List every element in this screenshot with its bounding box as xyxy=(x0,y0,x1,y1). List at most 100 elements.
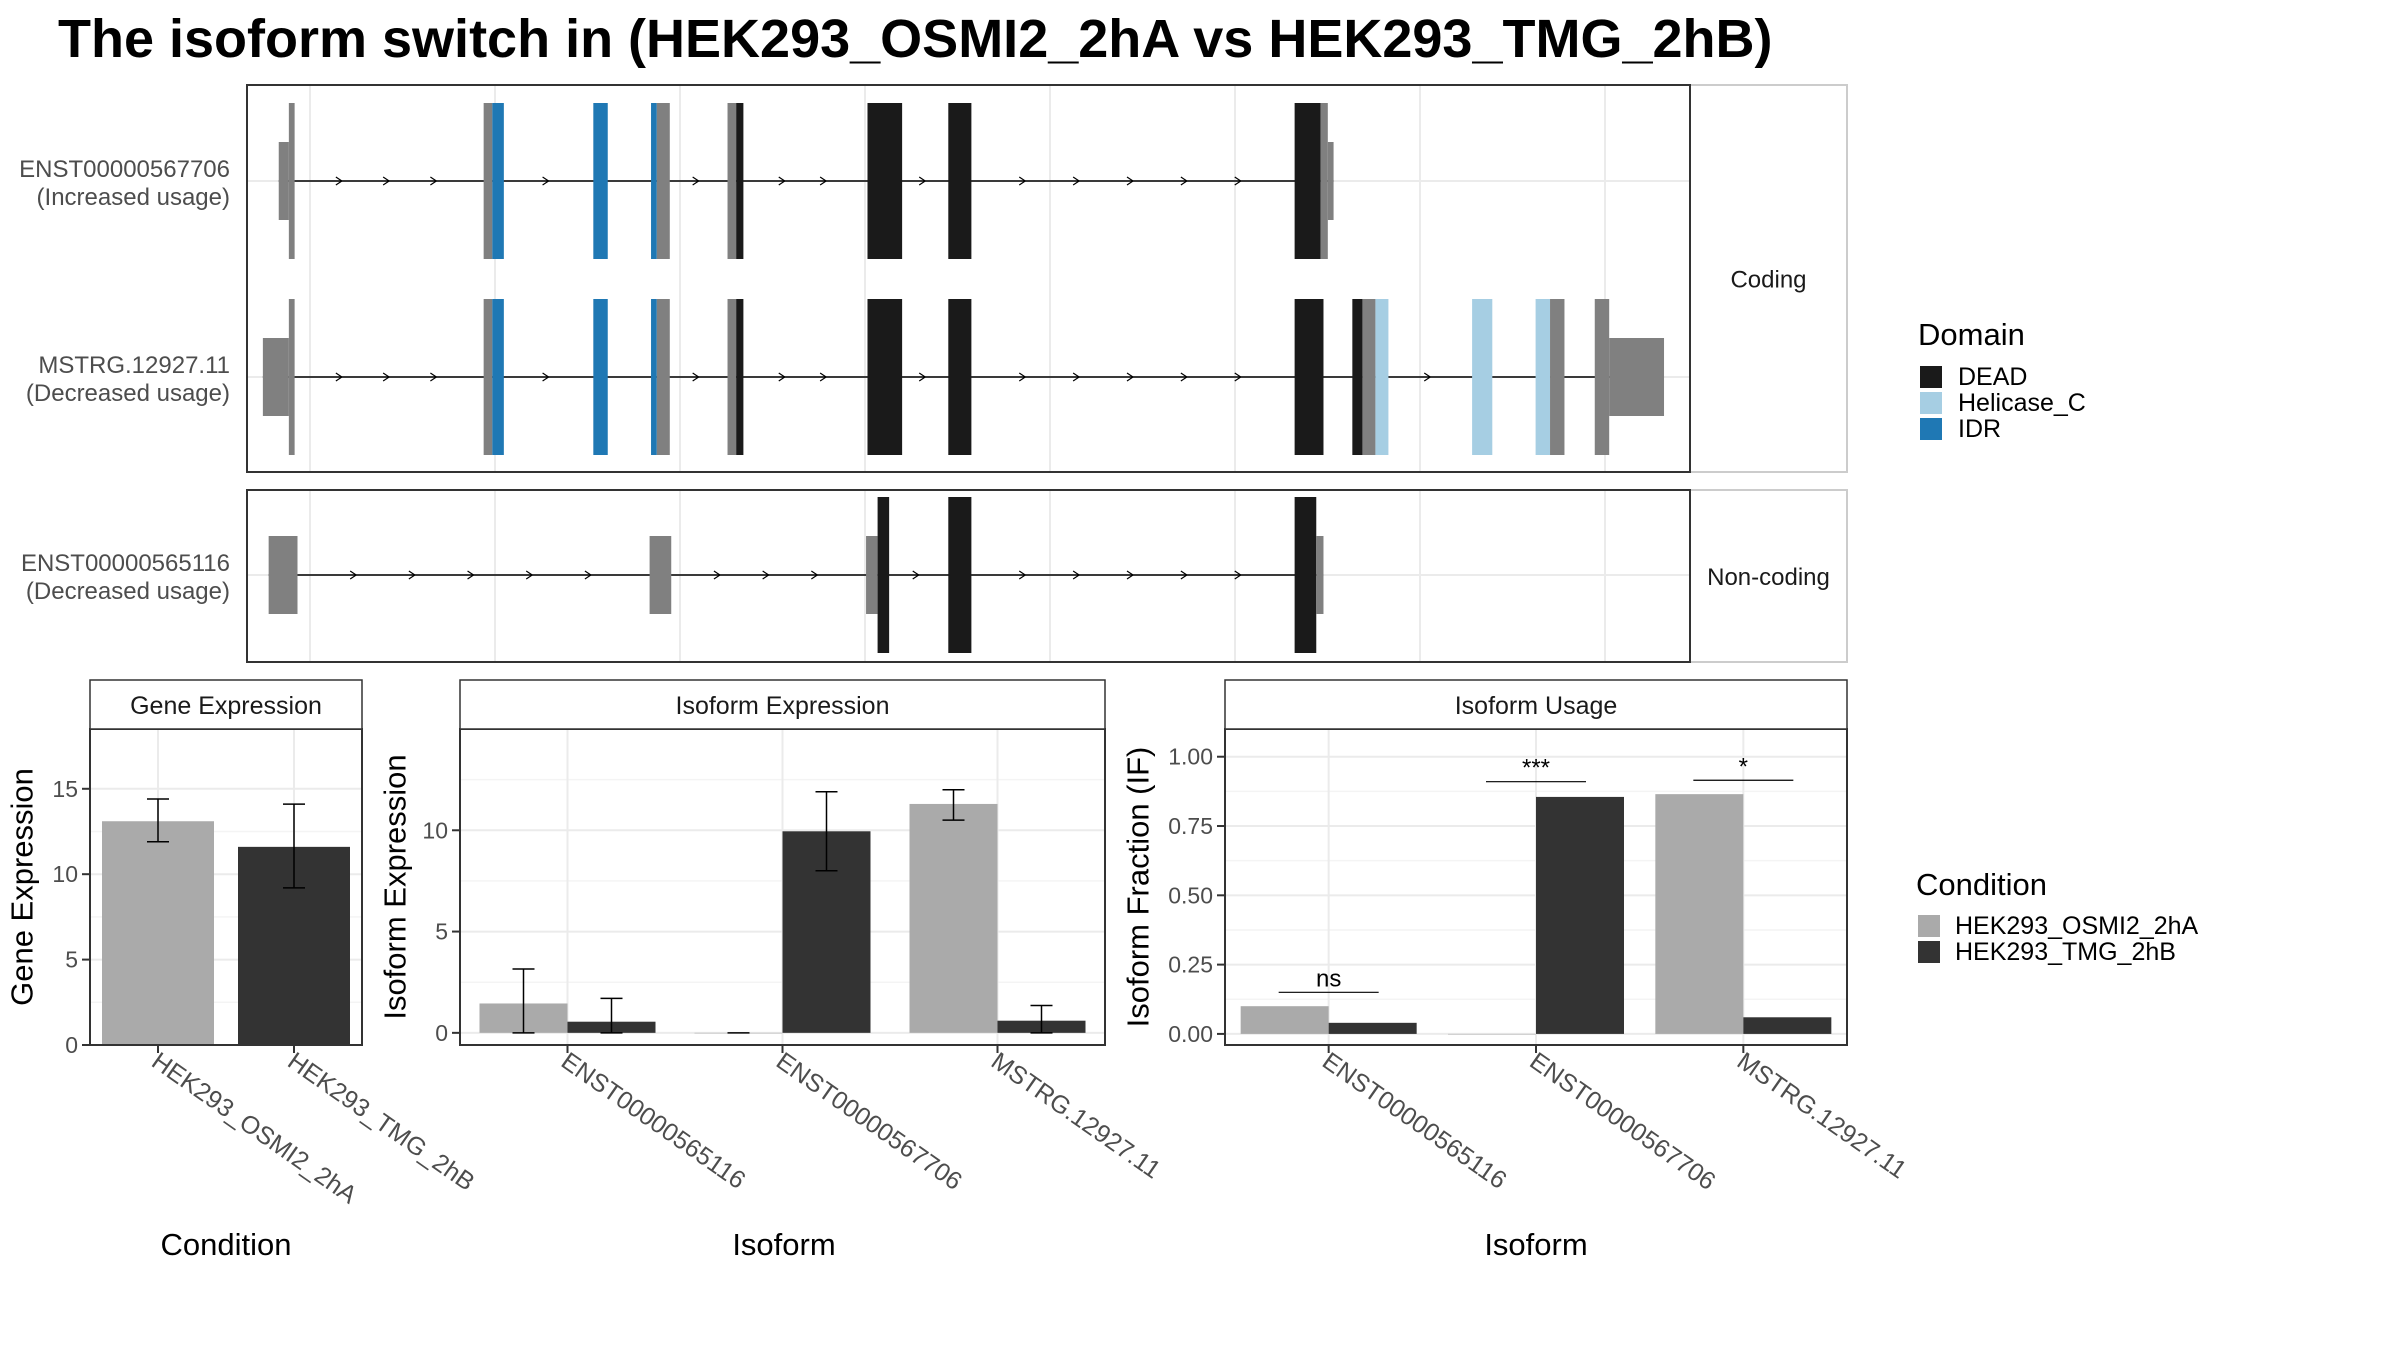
panel-border xyxy=(246,84,1691,473)
y-tick-label: 10 xyxy=(52,861,78,887)
y-tick-label: 0.50 xyxy=(1168,882,1213,908)
y-tick-label: 0.25 xyxy=(1168,952,1213,978)
exon-dead xyxy=(736,299,744,455)
strip-label: Non-coding xyxy=(1707,564,1830,591)
bar xyxy=(1655,794,1744,1034)
strip-label: Coding xyxy=(1730,267,1806,294)
isoform-usage-label: (Decreased usage) xyxy=(26,578,230,605)
legend-label: Helicase_C xyxy=(1958,389,2086,417)
chart-title: The isoform switch in (HEK293_OSMI2_2hA … xyxy=(58,9,1773,69)
intron-arrow xyxy=(542,176,550,186)
exon-cds xyxy=(1320,103,1328,259)
legend-label: IDR xyxy=(1958,415,2001,443)
y-axis-title: Isoform Fraction (IF) xyxy=(1121,747,1156,1028)
intron-arrow xyxy=(408,570,416,580)
exon-dead xyxy=(1294,497,1317,653)
x-axis-title: Condition xyxy=(161,1227,292,1262)
intron-arrow xyxy=(382,176,391,186)
exon-dead xyxy=(948,103,972,259)
exon-helicase_c xyxy=(1375,299,1389,455)
isoform-track xyxy=(278,103,1334,259)
isoform-label: MSTRG.12927.11 xyxy=(38,352,230,379)
intron-arrow xyxy=(1234,570,1242,580)
exon-dead xyxy=(948,497,972,653)
exon-dead xyxy=(948,299,972,455)
panel-strip xyxy=(1689,489,1848,663)
intron-arrow xyxy=(1072,570,1081,580)
intron-arrow xyxy=(335,372,343,382)
exon-dead xyxy=(1294,103,1321,259)
bar xyxy=(1328,1022,1417,1034)
intron-arrow xyxy=(1072,176,1081,186)
intron-arrow xyxy=(819,372,828,382)
y-tick-label: 0.00 xyxy=(1168,1021,1213,1047)
exon-cds xyxy=(656,299,670,455)
intron-arrow xyxy=(382,372,391,382)
exon-utr xyxy=(262,338,289,416)
x-axis-title: Isoform xyxy=(1484,1227,1587,1262)
bar xyxy=(1240,1006,1329,1034)
legend-title: Domain xyxy=(1918,317,2025,352)
intron-arrow xyxy=(918,176,927,186)
intron-arrow xyxy=(692,176,700,186)
strip-label: Gene Expression xyxy=(130,692,322,720)
exon-helicase_c xyxy=(1535,299,1551,455)
exon-idr xyxy=(651,299,657,455)
intron-arrow xyxy=(467,570,475,580)
y-tick-label: 10 xyxy=(422,817,448,843)
y-tick-label: 0.75 xyxy=(1168,813,1213,839)
exon-cds xyxy=(1594,299,1610,455)
intron-arrow xyxy=(1180,176,1188,186)
intron-arrow xyxy=(430,372,438,382)
exon-idr xyxy=(651,103,657,259)
exon-helicase_c xyxy=(1472,299,1493,455)
exon-cds xyxy=(1362,299,1376,455)
exon-idr xyxy=(492,103,504,259)
exon-utr xyxy=(866,536,878,614)
intron-arrow xyxy=(918,372,927,382)
bar xyxy=(1536,796,1624,1034)
intron-arrow xyxy=(778,372,786,382)
intron-arrow xyxy=(713,570,722,580)
exon-cds xyxy=(727,103,737,259)
significance-label: * xyxy=(1739,753,1748,780)
intron-arrow xyxy=(778,176,786,186)
intron-arrow xyxy=(1018,372,1027,382)
intron-arrow xyxy=(811,570,819,580)
bar xyxy=(102,821,214,1045)
legend-key xyxy=(1920,392,1942,414)
exon-cds xyxy=(288,299,295,455)
x-tick-label: ENST00000567706 xyxy=(1525,1047,1721,1196)
intron-arrow xyxy=(1018,570,1027,580)
exon-cds xyxy=(1550,299,1565,455)
exon-dead xyxy=(867,103,903,259)
legend-key xyxy=(1920,366,1942,388)
intron-arrow xyxy=(762,570,770,580)
legend-label: HEK293_OSMI2_2hA xyxy=(1955,912,2199,940)
exon-utr xyxy=(268,536,298,614)
legend-key xyxy=(1918,915,1940,937)
intron-arrow xyxy=(692,372,700,382)
x-tick-label: ENST00000567706 xyxy=(771,1047,967,1196)
y-axis-title: Isoform Expression xyxy=(378,754,413,1019)
isoform-label: ENST00000567706 xyxy=(19,156,230,183)
intron-arrow xyxy=(1072,372,1081,382)
x-tick-label: MSTRG.12927.11 xyxy=(1732,1047,1912,1184)
exon-idr xyxy=(492,299,504,455)
x-tick-label: ENST00000565116 xyxy=(556,1047,750,1195)
legend-key xyxy=(1920,418,1942,440)
structure-panel-non-coding: Non-coding ENST00000565116(Decreased usag… xyxy=(21,489,1848,663)
intron-arrow xyxy=(1234,176,1242,186)
exon-cds xyxy=(288,103,295,259)
exon-cds xyxy=(656,103,670,259)
exon-idr xyxy=(593,299,608,455)
intron-arrow xyxy=(1126,372,1135,382)
bar-panel-isoform-expression: Isoform Expression 0 5 10 ENST00000565116 ENS… xyxy=(378,679,1166,1262)
intron-arrow xyxy=(430,176,438,186)
legend-title: Condition xyxy=(1916,867,2047,902)
isoform-track xyxy=(268,497,1324,653)
intron-arrow xyxy=(525,570,534,580)
bar-panel-isoform-usage: ns*** *Isoform Usage0.000.250.500.751.00E… xyxy=(1121,679,1912,1262)
intron-arrow xyxy=(542,372,550,382)
significance-label: ns xyxy=(1316,965,1341,992)
